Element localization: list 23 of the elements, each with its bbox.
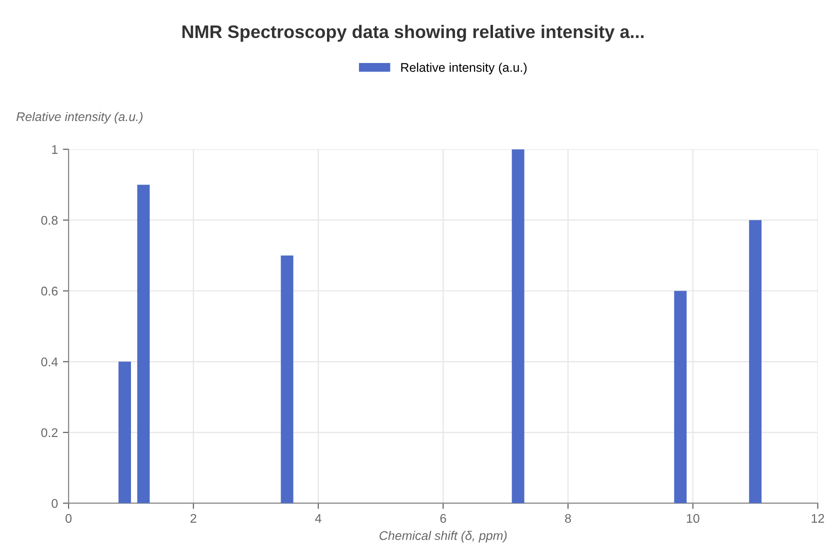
y-tick-label: 0.2 xyxy=(41,428,58,438)
bar xyxy=(118,362,131,504)
y-tick-label: 0 xyxy=(52,499,58,508)
y-tick-label: 0.8 xyxy=(41,216,58,225)
y-tick-label: 1 xyxy=(52,145,58,154)
chart-title: NMR Spectroscopy data showing relative intensity a... xyxy=(182,24,644,42)
bar xyxy=(749,220,762,504)
x-tick-label: 12 xyxy=(812,514,824,523)
x-tick-label: 6 xyxy=(440,514,446,523)
x-tick-label: 10 xyxy=(686,514,700,523)
bar xyxy=(280,255,294,504)
bar xyxy=(674,290,687,504)
x-tick-label: 4 xyxy=(315,514,322,523)
y-axis-title: Relative intensity (a.u.) xyxy=(16,112,143,124)
bar xyxy=(512,149,524,504)
y-tick-label: 0.6 xyxy=(41,286,58,296)
y-tick-label: 0.4 xyxy=(41,357,58,366)
x-tick-label: 2 xyxy=(190,514,196,523)
x-tick-label: 0 xyxy=(66,514,72,523)
x-axis-title: Chemical shift (δ, ppm) xyxy=(380,530,507,543)
legend-label: Relative intensity (a.u.) xyxy=(401,62,527,74)
x-tick-label: 8 xyxy=(565,514,571,523)
bar xyxy=(137,184,150,504)
